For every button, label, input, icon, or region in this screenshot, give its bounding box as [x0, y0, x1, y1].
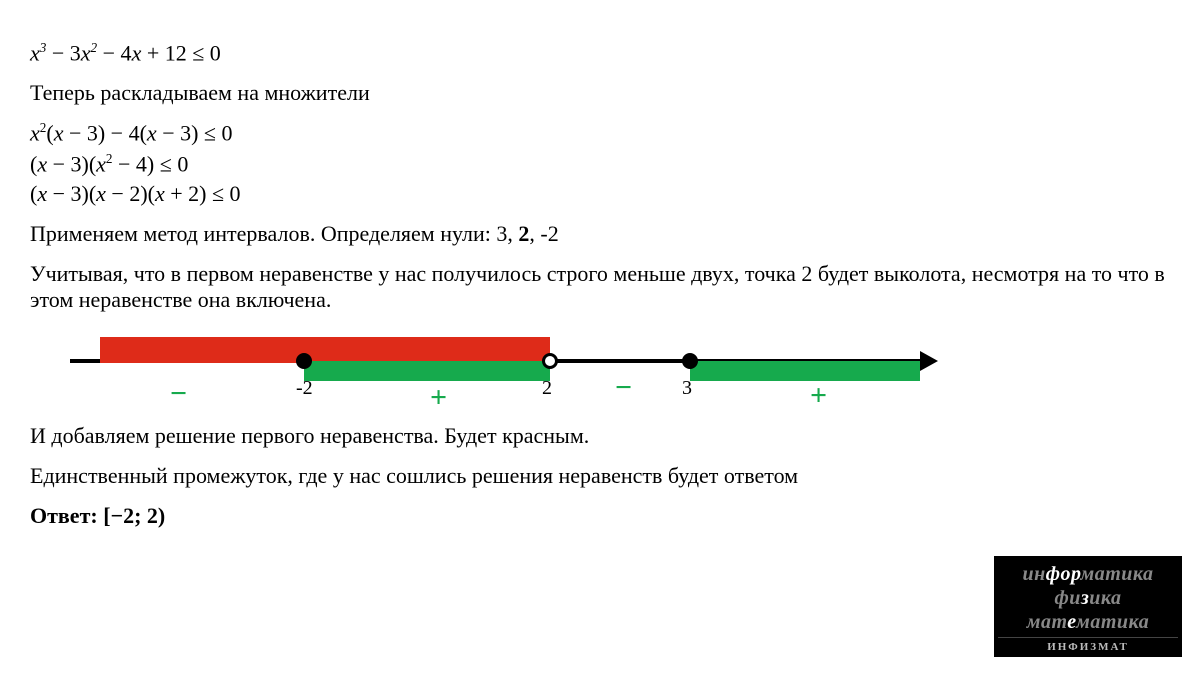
logo-tagline: ИНФИЗМАТ [998, 637, 1178, 653]
point-label-2: 2 [542, 377, 552, 400]
point-3 [682, 353, 698, 369]
number-line-arrow-icon [920, 351, 938, 371]
equation-step2: (x − 3)(x2 − 4) ≤ 0 [30, 151, 1170, 177]
watermark-logo: информатика физика математика ИНФИЗМАТ [994, 556, 1182, 657]
interval-red [100, 337, 550, 363]
logo-line1: информатика [998, 563, 1178, 586]
text-note: Учитывая, что в первом неравенстве у нас… [30, 261, 1170, 313]
number-line-diagram: -223−+−+ [70, 327, 960, 407]
equation-step1: x2(x − 3) − 4(x − 3) ≤ 0 [30, 120, 1170, 146]
answer-label: Ответ: [30, 503, 98, 528]
interval-green-1 [690, 361, 920, 381]
text-factor-intro: Теперь раскладываем на множители [30, 80, 1170, 106]
text-addred: И добавляем решение первого неравенства.… [30, 423, 1170, 449]
sign-2: − [615, 371, 632, 405]
logo-line3: математика [998, 611, 1178, 634]
text-intervals-post: , -2 [529, 221, 558, 246]
text-intervals-bold: 2 [518, 221, 529, 246]
sign-1: + [430, 381, 447, 415]
text-intervals-pre: Применяем метод интервалов. Определяем н… [30, 221, 513, 246]
sign-0: − [170, 377, 187, 411]
equation-main: x3 − 3x2 − 4x + 12 ≤ 0 [30, 40, 1170, 66]
sign-3: + [810, 379, 827, 413]
point-2 [542, 353, 558, 369]
point-label--2: -2 [296, 377, 313, 400]
answer-value: [−2; 2) [103, 503, 165, 528]
point--2 [296, 353, 312, 369]
logo-line2: физика [998, 587, 1178, 610]
point-label-3: 3 [682, 377, 692, 400]
interval-green-0 [304, 361, 550, 381]
text-intervals: Применяем метод интервалов. Определяем н… [30, 221, 1170, 247]
answer-line: Ответ: [−2; 2) [30, 503, 1170, 529]
text-unique: Единственный промежуток, где у нас сошли… [30, 463, 1170, 489]
equation-step3: (x − 3)(x − 2)(x + 2) ≤ 0 [30, 181, 1170, 207]
